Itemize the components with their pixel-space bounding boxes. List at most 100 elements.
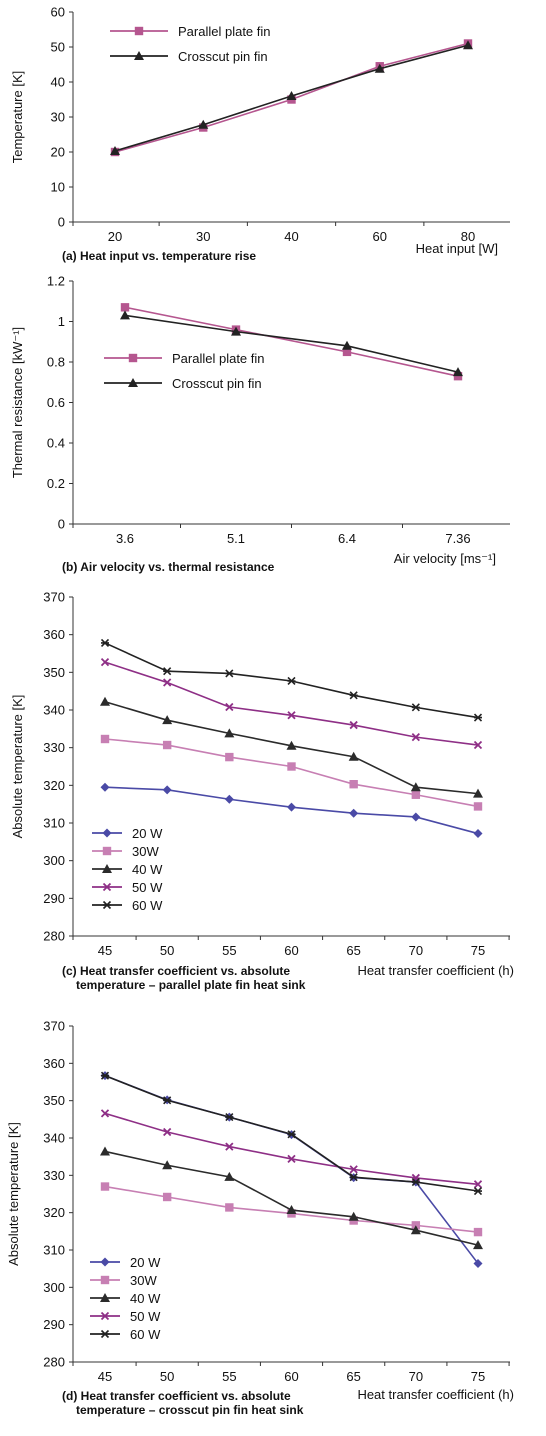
- data-point: [410, 1225, 421, 1235]
- data-point: [231, 326, 241, 336]
- data-point: [100, 734, 110, 744]
- x-tick-label: 50: [160, 1369, 174, 1384]
- series-60-w: [100, 1071, 483, 1196]
- series-crosscut-pin-fin: [110, 40, 473, 155]
- legend-marker: [102, 864, 112, 873]
- x-tick-label: 65: [346, 943, 360, 958]
- legend-label: 40 W: [130, 1291, 161, 1306]
- data-point: [473, 788, 483, 798]
- x-tick-label: 80: [461, 229, 475, 244]
- y-tick-label: 340: [43, 703, 65, 718]
- series-line: [104, 1112, 479, 1186]
- data-point: [100, 1109, 110, 1118]
- legend-marker: [100, 1329, 110, 1339]
- y-tick-label: 280: [43, 929, 65, 944]
- data-point: [287, 802, 296, 812]
- legend: Parallel plate fin Crosscut pin fin: [104, 351, 265, 391]
- series-50-w: [100, 1109, 483, 1189]
- y-tick-label: 0.8: [47, 355, 65, 370]
- data-point: [287, 1154, 296, 1164]
- data-point: [411, 732, 420, 742]
- y-tick-label: 0.6: [47, 395, 65, 410]
- data-point: [225, 1113, 234, 1122]
- data-point: [162, 740, 172, 750]
- data-point: [473, 802, 483, 811]
- data-point: [100, 1182, 110, 1191]
- legend-item: 50 W: [92, 880, 163, 895]
- data-point: [473, 1227, 483, 1237]
- y-tick-label: 370: [43, 590, 65, 605]
- series-40-w: [100, 1146, 483, 1250]
- data-point: [411, 812, 421, 822]
- data-point: [473, 740, 483, 750]
- data-point: [411, 790, 421, 799]
- y-tick-label: 300: [43, 853, 65, 868]
- data-point: [287, 676, 296, 686]
- x-tick-label: 55: [222, 943, 236, 958]
- legend-label: Crosscut pin fin: [172, 376, 262, 391]
- data-point: [286, 1205, 297, 1215]
- data-point: [225, 669, 234, 678]
- series-line: [124, 306, 459, 377]
- data-point: [349, 691, 358, 700]
- figure-caption: (b) Air velocity vs. thermal resistance: [62, 560, 275, 574]
- y-tick-label: 310: [43, 816, 65, 831]
- legend-item: 50 W: [90, 1309, 161, 1324]
- legend-marker: [100, 1311, 110, 1321]
- y-axis-title: Thermal resistance [kW⁻¹]: [10, 327, 25, 478]
- x-tick-label: 45: [98, 1369, 112, 1384]
- x-tick-label: 40: [284, 229, 298, 244]
- series-20-w: [100, 782, 483, 839]
- data-point: [410, 782, 421, 792]
- y-tick-label: 370: [43, 1019, 65, 1034]
- y-tick-label: 350: [43, 1093, 65, 1108]
- chart-b: 0 0.2 0.4 0.6 0.8 1 1.2 3.6 5.1 6.4 7.36 Thermal re…: [10, 274, 510, 574]
- y-tick-label: 330: [43, 1168, 65, 1183]
- data-point: [162, 785, 172, 795]
- series-line: [104, 1074, 479, 1264]
- y-axis-title: Absolute temperature [K]: [6, 1122, 21, 1266]
- y-tick-label: 280: [43, 1355, 65, 1370]
- data-point: [224, 728, 235, 738]
- x-axis-title: Heat transfer coefficient (h): [357, 1387, 514, 1402]
- x-tick-label: 30: [196, 229, 210, 244]
- data-point: [349, 1173, 358, 1182]
- series-line: [104, 1150, 479, 1246]
- y-tick-label: 320: [43, 778, 65, 793]
- x-tick-label: 55: [222, 1369, 236, 1384]
- y-tick-label: 290: [43, 1317, 65, 1332]
- x-tick-label: 65: [346, 1369, 360, 1384]
- legend-marker: [102, 882, 112, 892]
- data-point: [349, 780, 358, 789]
- data-point: [463, 40, 473, 50]
- data-point: [120, 303, 130, 312]
- legend: Parallel plate fin Crosscut pin fin: [110, 24, 271, 64]
- y-tick-label: 330: [43, 740, 65, 755]
- legend-marker: [100, 1257, 110, 1267]
- series-line: [104, 661, 479, 746]
- y-axis-title: Temperature [K]: [10, 71, 25, 164]
- y-tick-label: 1: [58, 314, 65, 329]
- legend-marker: [128, 353, 138, 363]
- y-tick-label: 0: [58, 215, 65, 230]
- legend-item: 20 W: [90, 1255, 161, 1270]
- data-point: [100, 658, 110, 667]
- data-point: [100, 782, 110, 792]
- legend: 20 W 30W 40 W 50 W 60 W: [92, 826, 163, 913]
- chart-a: 0 10 20 30 40 50 60 20 30 40 60 80 Temperature [K] He…: [10, 5, 510, 263]
- data-point: [100, 696, 110, 706]
- y-tick-label: 310: [43, 1243, 65, 1258]
- legend-item: 60 W: [92, 898, 163, 913]
- series-20-w: [100, 1071, 483, 1268]
- y-tick-label: 1.2: [47, 274, 65, 289]
- figure-caption: (d) Heat transfer coefficient vs. absolu…: [62, 1389, 304, 1417]
- data-point: [349, 720, 358, 730]
- y-tick-label: 290: [43, 891, 65, 906]
- data-point: [349, 808, 359, 818]
- legend-item: 30W: [90, 1273, 157, 1288]
- legend-label: Parallel plate fin: [172, 351, 265, 366]
- data-point: [162, 1160, 173, 1170]
- data-point: [411, 1177, 420, 1187]
- x-tick-label: 20: [108, 229, 122, 244]
- legend-label: 30W: [130, 1273, 157, 1288]
